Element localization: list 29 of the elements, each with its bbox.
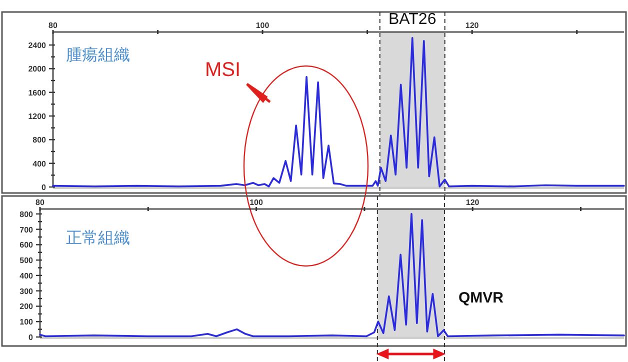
x-tick-label: 120 xyxy=(466,198,480,207)
y-tick-label: 600 xyxy=(20,240,34,250)
y-tick-label: 2000 xyxy=(28,64,47,74)
x-tick-label: 80 xyxy=(48,21,58,30)
band-label: QMVR xyxy=(458,289,504,306)
x-tick-label: 100 xyxy=(256,21,270,30)
annotation: MSI xyxy=(205,59,241,81)
band-label: BAT26 xyxy=(388,11,436,28)
y-tick-label: 800 xyxy=(20,210,34,219)
y-tick-label: 400 xyxy=(20,271,34,280)
line-series xyxy=(39,213,625,338)
y-tick-label: 2400 xyxy=(28,41,47,50)
y-tick-label: 700 xyxy=(20,225,34,234)
text: 腫瘍組織 xyxy=(66,45,130,64)
text: 正常組織 xyxy=(66,228,130,247)
x-tick-label: 120 xyxy=(465,21,480,30)
y-tick-label: 0 xyxy=(28,333,34,342)
y-tick-label: 400 xyxy=(32,159,47,168)
y-tick-label: 1200 xyxy=(28,112,47,122)
y-tick-label: 800 xyxy=(32,136,47,145)
y-tick-label: 300 xyxy=(20,286,34,296)
y-tick-label: 500 xyxy=(20,256,34,266)
y-tick-label: 100 xyxy=(20,318,34,327)
line-series xyxy=(52,37,625,188)
y-tick-label: 200 xyxy=(20,302,34,312)
x-tick-label: 100 xyxy=(250,198,264,207)
x-tick-label: 80 xyxy=(36,198,45,207)
y-tick-label: 0 xyxy=(42,183,47,192)
y-tick-label: 1600 xyxy=(28,88,47,98)
